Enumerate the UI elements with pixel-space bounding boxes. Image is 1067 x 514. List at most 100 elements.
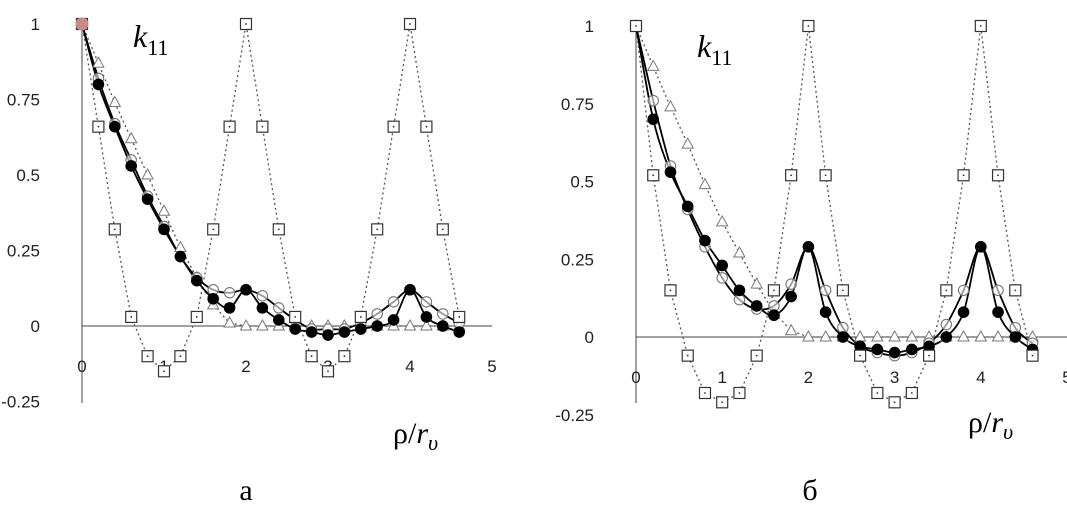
panel-b-point-circle-filled (940, 331, 953, 343)
panel-b-x-tick-label: 3 (890, 368, 899, 387)
panel-b-point-triangle (715, 214, 729, 227)
panel-a-point-triangle (108, 95, 122, 108)
panel-b-point-square-dot (652, 174, 655, 177)
panel-b-series-circle-filled-line (635, 25, 1034, 354)
panel-b-point-triangle (991, 329, 1005, 342)
chart-panel-a: k11 ρ/rυ а 10.750.50.250-0.25012345 (1, 15, 496, 507)
panel-a-x-tick-label: 2 (241, 357, 250, 376)
panel-a-point-circle-filled (404, 283, 416, 296)
panel-b-point-circle-open (819, 284, 832, 297)
panel-b-point-circle-filled (699, 234, 711, 247)
panel-b-point-circle-filled (750, 300, 763, 312)
panel-b-point-square-dot (824, 174, 827, 177)
panel-b-y-tick-label: 1 (585, 17, 594, 36)
panel-a-point-circle-filled (125, 160, 137, 172)
panel-a-y-tick-label: 0 (31, 317, 40, 336)
panel-b-point-square-dot (893, 401, 896, 404)
panel-a-point-square-dot (310, 355, 313, 358)
panel-a-point-square-dot (277, 228, 280, 231)
panel-b-point-square-dot (1014, 289, 1017, 292)
panel-b-corner-label: k11 (697, 28, 732, 70)
panel-b-point-square-dot (841, 289, 844, 292)
panel-b-point-square-dot (755, 354, 758, 357)
panel-b-label: б (802, 474, 817, 507)
panel-b-x-tick-label: 0 (631, 368, 640, 387)
panel-b-point-circle-filled (923, 340, 935, 353)
panel-a-point-triangle (92, 56, 105, 68)
panel-a-point-triangle (141, 167, 154, 180)
panel-a-point-square-dot (163, 370, 165, 373)
panel-b-point-square-dot (997, 174, 999, 177)
panel-b-point-circle-open (992, 284, 1004, 297)
panel-b-point-circle-filled (837, 331, 849, 343)
panel-a-point-circle-open (437, 308, 449, 320)
panel-b-point-triangle (853, 329, 867, 342)
panel-a-point-circle-filled (322, 329, 334, 341)
panel-a-point-circle-filled (387, 314, 400, 326)
panel-a-point-circle-filled (355, 323, 367, 335)
panel-a-point-circle-filled (158, 223, 170, 236)
panel-a-y-tick-label: 0.25 (7, 242, 40, 261)
panel-a-point-circle-filled (141, 193, 154, 205)
panel-a-point-circle-filled (191, 274, 203, 287)
panel-a-point-square-dot (146, 355, 149, 358)
panel-a-point-circle-filled (223, 302, 236, 314)
panel-a-point-circle-filled (256, 302, 269, 314)
panel-b-point-square-dot (738, 392, 741, 394)
panel-b-point-triangle (750, 277, 764, 289)
panel-a-point-square-dot (458, 316, 461, 318)
panel-a-label: а (239, 474, 252, 507)
panel-a-point-circle-filled (92, 78, 105, 91)
panel-b-point-circle-filled (888, 346, 901, 359)
panel-b-point-square-dot (704, 392, 706, 394)
panel-b-point-circle-filled (647, 113, 660, 126)
panel-a-point-triangle (239, 318, 253, 331)
panel-a-point-square-dot (441, 228, 444, 231)
panel-a-highlight-point (75, 17, 89, 31)
panel-a-point-circle-filled (453, 326, 466, 338)
chart-panel-b: k11 ρ/rυ б 1 0.75 0.5 0.25 0 -0.25 0 1 2 3 4 5 (555, 17, 1067, 507)
panel-b-point-triangle (646, 59, 660, 71)
panel-b-point-circle-filled (768, 309, 780, 322)
panel-b-point-triangle (784, 323, 798, 336)
panel-a-point-square-dot (228, 125, 231, 128)
panel-a-point-circle-filled (437, 320, 449, 332)
panel-b-point-circle-filled (785, 290, 797, 303)
panel-b-point-circle-filled (975, 241, 987, 253)
panel-b-point-circle-filled (802, 241, 815, 253)
panel-a-point-circle-open (371, 308, 383, 320)
panel-a-point-square-dot (97, 125, 100, 128)
panel-b-x-axis-title: ρ/rυ (968, 406, 1013, 444)
panel-a-point-square-dot (179, 355, 182, 358)
panel-b-y-tick-label: 0.25 (561, 250, 594, 269)
panel-a-point-triangle (256, 318, 269, 331)
panel-a-point-square-dot (425, 125, 428, 128)
panel-a-point-circle-filled (207, 293, 219, 305)
panel-b-point-triangle (681, 137, 695, 149)
panel-a-y-tick-label: 0.5 (16, 166, 40, 185)
panel-a-point-triangle (420, 318, 433, 331)
panel-a-point-circle-filled (371, 320, 384, 332)
panel-a-point-square-dot (392, 125, 395, 128)
panel-b-x-tick-label: 4 (976, 368, 985, 387)
panel-a-point-triangle (223, 315, 236, 328)
panel-b-point-triangle (819, 329, 832, 342)
panel-a-x-tick-label: 4 (405, 357, 414, 376)
panel-a-point-circle-filled (109, 120, 121, 133)
panel-a-y-tick-label: -0.25 (1, 393, 40, 412)
panel-b-point-triangle (698, 177, 712, 190)
panel-a-point-circle-filled (338, 326, 351, 338)
panel-b-point-circle-filled (957, 306, 970, 318)
panel-b-y-tick-label: 0.75 (561, 95, 594, 114)
panel-a-point-square-dot (343, 355, 346, 358)
panel-b-point-square-dot (945, 289, 948, 292)
panel-a-point-square-dot (327, 370, 329, 373)
panel-a-point-circle-filled (305, 326, 318, 338)
panel-a-point-square-dot (113, 228, 116, 231)
panel-b-point-square-dot (979, 25, 982, 27)
panel-b-point-triangle (733, 245, 746, 258)
panel-b-series-square-line (635, 25, 1034, 404)
panel-b-point-circle-open (647, 94, 659, 107)
panel-a-point-triangle (157, 204, 171, 216)
